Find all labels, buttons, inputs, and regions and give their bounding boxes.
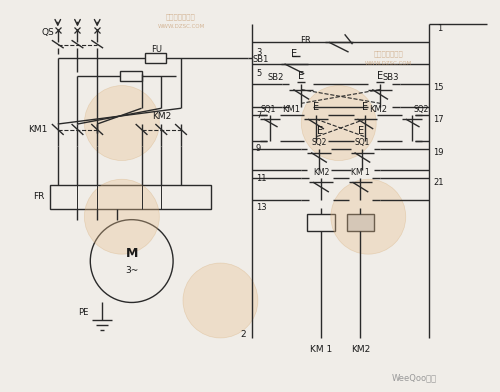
Text: KM1: KM1	[28, 125, 48, 134]
Text: SQ2: SQ2	[312, 138, 326, 147]
Text: 9: 9	[256, 144, 261, 153]
Text: 3: 3	[256, 47, 262, 56]
Text: SB2: SB2	[267, 73, 283, 82]
Bar	[144, 53, 166, 63]
Circle shape	[302, 85, 376, 160]
Circle shape	[183, 263, 258, 338]
Text: 7: 7	[256, 111, 262, 120]
Text: FR: FR	[300, 36, 311, 45]
Text: SQ2: SQ2	[414, 105, 429, 114]
Text: M: M	[126, 247, 138, 260]
Text: KM2: KM2	[152, 112, 171, 121]
Text: KM2: KM2	[370, 105, 388, 114]
Text: E: E	[313, 102, 319, 112]
Circle shape	[84, 179, 160, 254]
Text: SB3: SB3	[382, 73, 398, 82]
Text: 21: 21	[434, 178, 444, 187]
Circle shape	[331, 179, 406, 254]
Text: KM1: KM1	[282, 105, 300, 114]
Text: 维库电子市场网: 维库电子市场网	[166, 13, 196, 20]
Text: 11: 11	[256, 174, 266, 183]
Text: 2: 2	[240, 330, 246, 339]
Text: 1: 1	[438, 24, 442, 33]
Text: E: E	[317, 126, 323, 136]
Text: PE: PE	[78, 308, 88, 317]
Text: SQ1: SQ1	[354, 138, 370, 147]
Text: QS: QS	[41, 28, 54, 37]
Text: KM 1: KM 1	[310, 345, 332, 354]
Text: KM2: KM2	[313, 168, 329, 177]
Text: WWW.DZSC.COM: WWW.DZSC.COM	[158, 24, 204, 29]
Circle shape	[84, 85, 160, 160]
Text: E: E	[377, 71, 383, 81]
Text: 3~: 3~	[125, 267, 138, 276]
Text: 19: 19	[434, 148, 444, 157]
Text: E: E	[362, 102, 368, 112]
Bar	[346, 214, 374, 232]
Text: SQ1: SQ1	[260, 105, 276, 114]
Text: SB1: SB1	[252, 55, 268, 64]
Bar	[120, 71, 142, 81]
Text: 13: 13	[256, 203, 266, 212]
Text: 维库电子市场网: 维库电子市场网	[373, 51, 403, 57]
Bar	[50, 185, 210, 209]
Bar	[307, 214, 335, 232]
Text: E: E	[358, 126, 364, 136]
Text: WWW.DZSC.COM: WWW.DZSC.COM	[364, 62, 412, 66]
Text: FU: FU	[151, 45, 162, 54]
Text: KM 1: KM 1	[351, 168, 370, 177]
Text: E: E	[298, 71, 304, 81]
Text: WeeQoo维库: WeeQoo维库	[392, 373, 438, 382]
Text: 17: 17	[434, 114, 444, 123]
Text: 5: 5	[256, 69, 261, 78]
Text: FR: FR	[34, 192, 45, 201]
Text: KM2: KM2	[351, 345, 370, 354]
Text: E: E	[292, 49, 298, 59]
Text: 15: 15	[434, 83, 444, 92]
